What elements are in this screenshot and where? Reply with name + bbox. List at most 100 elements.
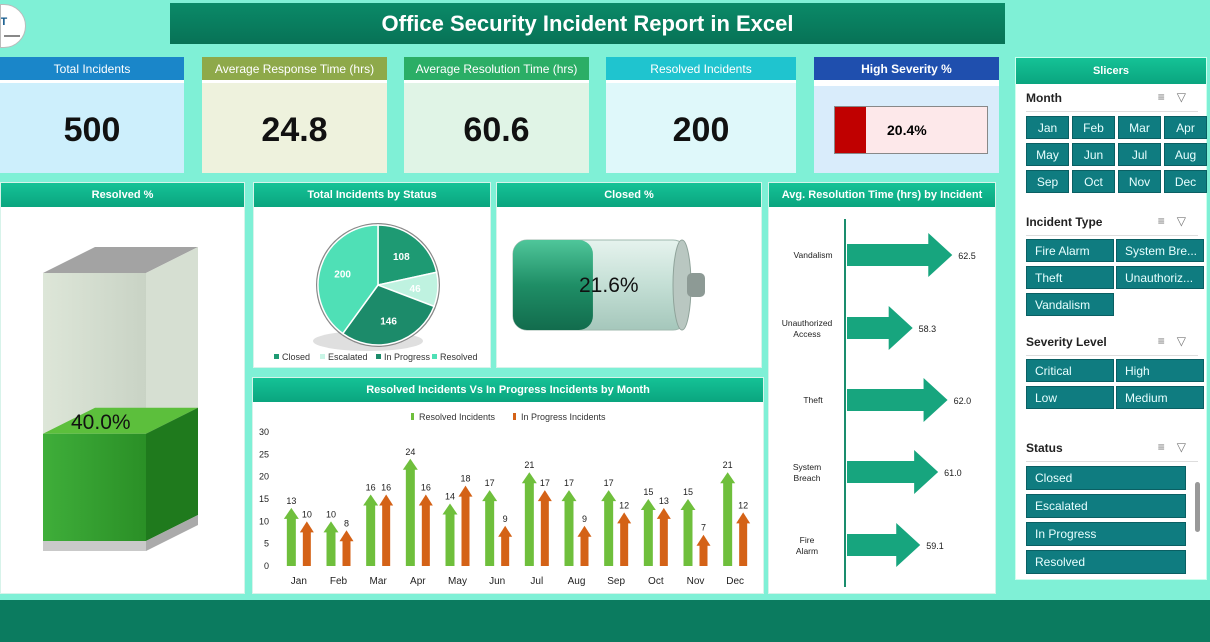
monthly-bar-arrowhead xyxy=(339,530,354,542)
slicer-item-month[interactable]: Nov xyxy=(1118,170,1161,193)
y-tick-label: 0 xyxy=(264,561,269,571)
monthly-bar-arrowhead xyxy=(283,507,299,519)
clear-filter-icon[interactable]: ▽ xyxy=(1176,334,1198,348)
monthly-bar xyxy=(524,482,534,566)
cube-base xyxy=(43,541,146,551)
slicer-item-month[interactable]: Apr xyxy=(1164,116,1207,139)
slicer-item-month[interactable]: Jan xyxy=(1026,116,1069,139)
monthly-bar xyxy=(580,535,589,566)
kpi-card-0: Total Incidents 500 xyxy=(0,57,184,173)
monthly-data-label: 16 xyxy=(421,483,431,493)
monthly-data-label: 7 xyxy=(701,523,706,533)
avg-data-label: 58.3 xyxy=(919,324,937,334)
pie-legend-entry: In Progress xyxy=(384,352,431,362)
avg-category-label: System xyxy=(793,462,821,472)
monthly-data-label: 17 xyxy=(540,478,550,488)
slicer-item-month[interactable]: Feb xyxy=(1072,116,1115,139)
resolved-pct-title: Resolved % xyxy=(1,183,244,207)
slicer-title-incident_type: Incident Type xyxy=(1026,215,1103,229)
monthly-data-label: 17 xyxy=(485,478,495,488)
kpi-value: 500 xyxy=(63,110,121,149)
monthly-bar-arrowhead xyxy=(577,525,592,537)
closed-pct-value: 21.6% xyxy=(579,274,639,297)
closed-pct-battery: 21.6% xyxy=(512,239,705,331)
multiselect-icon[interactable]: ≡ xyxy=(1157,90,1177,104)
clear-filter-icon[interactable]: ▽ xyxy=(1176,90,1198,104)
monthly-bar xyxy=(739,522,748,566)
x-tick-label: Apr xyxy=(410,576,426,587)
slicer-item-severity[interactable]: Low xyxy=(1026,386,1114,409)
pie-data-label: 108 xyxy=(393,252,410,263)
monthly-data-label: 16 xyxy=(381,483,391,493)
monthly-bar xyxy=(461,495,470,566)
monthly-bar xyxy=(540,500,549,566)
resolved-pct-panel: Resolved % 40.0% xyxy=(0,182,245,594)
slicer-item-status[interactable]: In Progress xyxy=(1026,522,1186,546)
monthly-data-label: 17 xyxy=(564,478,574,488)
monthly-bar xyxy=(421,504,430,566)
slicer-item-severity[interactable]: High xyxy=(1116,359,1204,382)
slicer-item-severity[interactable]: Critical xyxy=(1026,359,1114,382)
resolved-pct-value: 40.0% xyxy=(71,411,131,434)
slicer-item-month[interactable]: Dec xyxy=(1164,170,1207,193)
closed-pct-panel: Closed % 21.6% xyxy=(496,182,762,368)
monthly-bar-arrowhead xyxy=(482,490,498,502)
footer-bar xyxy=(0,600,1210,642)
monthly-legend-entry: In Progress Incidents xyxy=(521,412,606,422)
x-tick-label: Feb xyxy=(330,576,348,587)
clear-filter-icon[interactable]: ▽ xyxy=(1176,440,1198,454)
monthly-bar-arrowhead xyxy=(418,494,433,506)
pie-data-label: 200 xyxy=(334,270,351,281)
pie-data-label: 146 xyxy=(380,317,397,328)
avg-arrow-bar xyxy=(847,523,921,567)
y-tick-label: 25 xyxy=(259,449,269,459)
pie-slice-closed xyxy=(377,224,438,286)
monthly-bar xyxy=(604,500,614,566)
slicer-item-status[interactable]: Escalated xyxy=(1026,494,1186,518)
multiselect-icon[interactable]: ≡ xyxy=(1157,334,1177,348)
monthly-bar-arrowhead xyxy=(537,490,552,502)
multiselect-icon[interactable]: ≡ xyxy=(1157,440,1177,454)
slicer-item-month[interactable]: Oct xyxy=(1072,170,1115,193)
high-severity-card: High Severity % 20.4% xyxy=(814,57,999,173)
monthly-bar-arrowhead xyxy=(402,458,418,470)
resolved-fill xyxy=(43,407,198,541)
slicer-item-incident_type[interactable]: Theft xyxy=(1026,266,1114,289)
monthly-bar-arrowhead xyxy=(720,472,736,484)
slicer-item-month[interactable]: Mar xyxy=(1118,116,1161,139)
slicers-title: Slicers xyxy=(1016,58,1206,84)
slicer-item-month[interactable]: May xyxy=(1026,143,1069,166)
slicer-item-month[interactable]: Jun xyxy=(1072,143,1115,166)
avg-data-label: 59.1 xyxy=(926,541,944,551)
company-logo: GT xyxy=(0,4,26,48)
slicer-item-month[interactable]: Sep xyxy=(1026,170,1069,193)
slicer-item-incident_type[interactable]: Fire Alarm xyxy=(1026,239,1114,262)
slicer-item-status[interactable]: Resolved xyxy=(1026,550,1186,574)
status-scrollbar[interactable] xyxy=(1195,482,1200,532)
monthly-data-label: 15 xyxy=(683,487,693,497)
monthly-data-label: 12 xyxy=(738,500,748,510)
slicer-item-severity[interactable]: Medium xyxy=(1116,386,1204,409)
monthly-bar-arrowhead xyxy=(561,490,577,502)
slicer-title-status: Status xyxy=(1026,441,1063,455)
high-severity-bar: 20.4% xyxy=(834,106,988,154)
monthly-data-label: 21 xyxy=(524,460,534,470)
kpi-card-3: Resolved Incidents 200 xyxy=(606,57,796,173)
avg-arrow-bar xyxy=(847,306,913,350)
slicer-item-incident_type[interactable]: Unauthoriz... xyxy=(1116,266,1204,289)
multiselect-icon[interactable]: ≡ xyxy=(1157,214,1177,228)
monthly-bar-arrowhead xyxy=(736,512,751,524)
monthly-bar xyxy=(723,482,733,566)
slicer-item-incident_type[interactable]: System Bre... xyxy=(1116,239,1204,262)
clear-filter-icon[interactable]: ▽ xyxy=(1176,214,1198,228)
slicer-item-status[interactable]: Closed xyxy=(1026,466,1186,490)
monthly-data-label: 24 xyxy=(405,447,415,457)
slicer-item-month[interactable]: Aug xyxy=(1164,143,1207,166)
monthly-bar xyxy=(643,509,653,566)
monthly-bar xyxy=(501,535,510,566)
slicer-item-incident_type[interactable]: Vandalism xyxy=(1026,293,1114,316)
monthly-data-label: 9 xyxy=(582,514,587,524)
slicer-item-month[interactable]: Jul xyxy=(1118,143,1161,166)
monthly-data-label: 10 xyxy=(326,509,336,519)
monthly-data-label: 16 xyxy=(366,483,376,493)
